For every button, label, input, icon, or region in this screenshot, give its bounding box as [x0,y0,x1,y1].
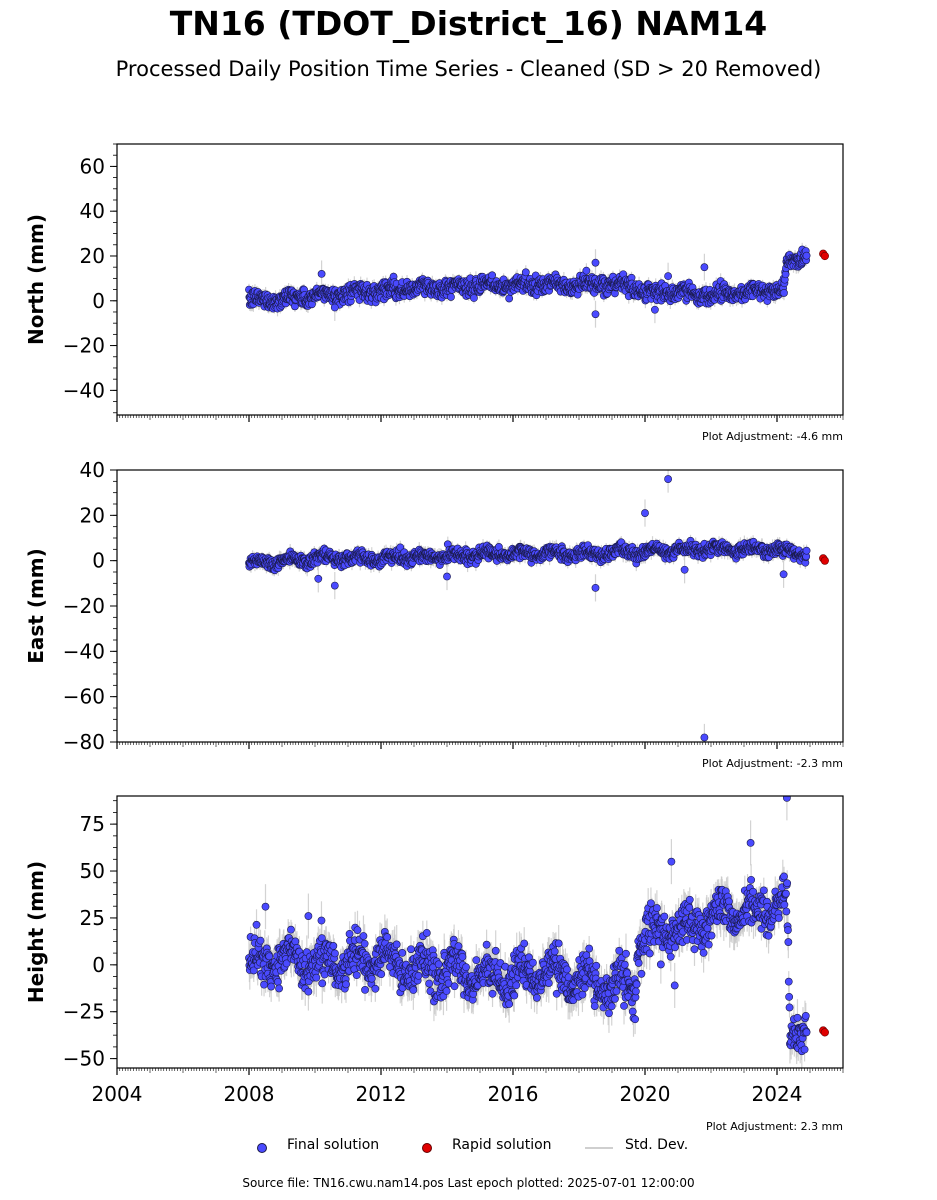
final-point [591,310,600,319]
final-point [447,293,455,301]
data-points [245,242,829,328]
y-axis-label: North (mm) [24,214,48,345]
final-point [330,303,339,312]
final-point [591,258,600,267]
final-solution-points [245,475,811,742]
final-point [780,289,788,297]
rapid-solution-points [819,249,829,261]
final-point [470,294,478,302]
final-point [488,271,497,280]
final-point [802,251,811,260]
north-panel: −40 −20 0 20 40 60 North (mm) Plot Adjustment: … [24,143,844,443]
plot-adjustment-note: Plot Adjustment: -4.6 mm [702,430,843,443]
final-point [651,305,659,314]
final-point [521,268,530,277]
std-dev-bars [248,470,808,742]
page-title: TN16 (TDOT_District_16) NAM14 [169,4,768,43]
y-tick-label: 60 [80,154,105,178]
page-subtitle: Processed Daily Position Time Series - C… [115,57,822,81]
final-point [582,266,591,275]
y-axis: −40 −20 0 20 40 60 [63,143,117,414]
y-tick-label: −20 [63,334,105,358]
x-axis [116,415,844,422]
final-point [664,272,672,281]
y-tick-label: 20 [80,244,105,268]
final-point [700,263,709,272]
final-point [505,294,514,303]
rapid-point [820,251,829,261]
data-points [245,470,829,742]
final-point [317,270,326,278]
y-tick-label: 40 [80,199,105,223]
y-tick-label: 0 [92,289,105,313]
y-tick-label: −40 [63,378,105,402]
final-solution-points [245,245,811,319]
